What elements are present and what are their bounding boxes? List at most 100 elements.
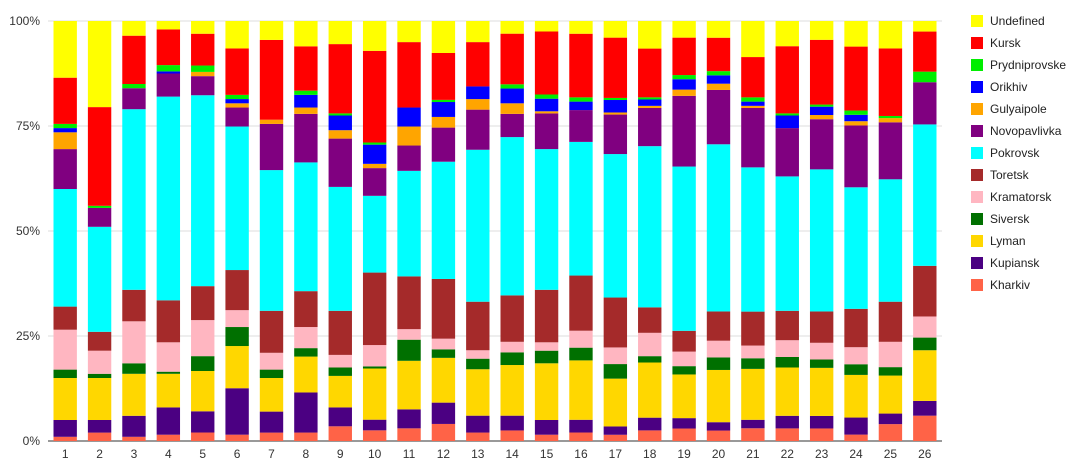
bar-orikhiv-17	[603, 100, 628, 113]
bar-undefined-7	[259, 21, 284, 40]
bar-pokrovsk-10	[362, 195, 387, 273]
legend-item-undefined: Undefined	[971, 14, 1045, 28]
bar-prydniprovske-26	[913, 71, 937, 83]
bar-kupiansk-3	[122, 415, 146, 437]
x-tick-label: 18	[643, 447, 657, 461]
bar-gulyaipole-23	[809, 115, 834, 120]
legend-swatch	[971, 147, 983, 159]
bar-undefined-13	[466, 21, 490, 43]
bar-pokrovsk-21	[741, 167, 765, 312]
bar-pokrovsk-6	[225, 126, 249, 271]
bar-prydniprovske-19	[672, 75, 696, 80]
bar-prydniprovske-2	[87, 205, 112, 208]
bar-kramatorsk-14	[500, 341, 524, 353]
x-tick-label: 14	[506, 447, 520, 461]
bar-kursk-7	[259, 39, 284, 120]
bar-toretsk-1	[53, 306, 77, 330]
bar-prydniprovske-9	[328, 113, 352, 116]
bar-novopavlivka-10	[362, 168, 387, 196]
legend-swatch	[971, 257, 983, 269]
bar-kursk-21	[741, 57, 765, 98]
bar-pokrovsk-8	[294, 162, 318, 292]
bar-kursk-4	[156, 29, 181, 66]
bar-stack-1	[53, 21, 77, 441]
bar-kramatorsk-19	[672, 351, 696, 367]
x-tick-label: 6	[234, 447, 241, 461]
bar-novopavlivka-25	[878, 122, 903, 180]
bar-toretsk-17	[603, 297, 628, 348]
bar-novopavlivka-13	[466, 109, 490, 150]
bar-siversk-15	[534, 350, 559, 364]
bar-pokrovsk-25	[878, 179, 903, 302]
bar-prydniprovske-15	[534, 94, 559, 99]
x-tick-label: 20	[712, 447, 726, 461]
bar-stack-21	[741, 21, 765, 441]
bar-kharkiv-7	[259, 432, 284, 441]
bar-toretsk-7	[259, 310, 284, 353]
bar-gulyaipole-14	[500, 103, 524, 114]
bar-undefined-24	[844, 21, 868, 47]
bar-kharkiv-21	[741, 428, 765, 441]
bar-kupiansk-13	[466, 415, 490, 433]
bar-kharkiv-1	[53, 436, 77, 441]
bar-prydniprovske-1	[53, 123, 77, 129]
y-tick-label: 25%	[16, 329, 40, 343]
legend-label: Gulyaipole	[990, 102, 1047, 116]
bar-orikhiv-9	[328, 115, 352, 131]
bar-kramatorsk-18	[638, 332, 662, 357]
y-axis-ticks: 0% 25% 50% 75% 100%	[9, 14, 40, 448]
bar-kupiansk-18	[638, 417, 662, 431]
bar-kramatorsk-24	[844, 347, 868, 365]
legend-swatch	[971, 81, 983, 93]
bar-orikhiv-16	[569, 101, 593, 111]
legend-label: Toretsk	[990, 168, 1030, 182]
bar-undefined-6	[225, 21, 249, 49]
bar-kharkiv-24	[844, 434, 868, 441]
bar-siversk-6	[225, 327, 249, 347]
bar-toretsk-21	[741, 311, 765, 346]
bar-kupiansk-21	[741, 419, 765, 429]
bar-orikhiv-6	[225, 99, 249, 104]
bar-siversk-1	[53, 369, 77, 378]
bar-kharkiv-13	[466, 432, 490, 441]
bar-stack-15	[534, 21, 559, 441]
bar-kupiansk-5	[191, 411, 215, 433]
x-tick-label: 26	[918, 447, 932, 461]
bar-prydniprovske-22	[775, 113, 799, 116]
legend-item-pokrovsk: Pokrovsk	[971, 146, 1040, 160]
legend: Undefined Kursk Prydniprovske Orikhiv Gulyai…	[971, 14, 1066, 292]
bar-undefined-5	[191, 21, 215, 34]
bar-toretsk-20	[706, 311, 731, 341]
x-tick-label: 2	[96, 447, 103, 461]
bar-novopavlivka-18	[638, 107, 662, 147]
bar-gulyaipole-1	[53, 132, 77, 150]
bar-toretsk-14	[500, 295, 524, 342]
bar-kupiansk-15	[534, 420, 559, 435]
bar-toretsk-16	[569, 275, 593, 331]
gridlines	[48, 20, 942, 442]
bar-undefined-8	[294, 21, 318, 47]
bar-lyman-4	[156, 373, 181, 408]
bar-gulyaipole-25	[878, 118, 903, 123]
bar-pokrovsk-14	[500, 137, 524, 296]
x-tick-label: 11	[403, 447, 416, 461]
bar-orikhiv-14	[500, 88, 524, 104]
bar-kursk-22	[775, 46, 799, 114]
bar-kursk-14	[500, 33, 524, 85]
legend-label: Kursk	[990, 36, 1022, 50]
bar-stack-24	[844, 21, 868, 441]
bar-kharkiv-9	[328, 426, 352, 441]
bar-siversk-22	[775, 357, 799, 368]
legend-swatch	[971, 279, 983, 291]
bar-novopavlivka-11	[397, 145, 421, 171]
bar-orikhiv-21	[741, 101, 765, 106]
bar-siversk-19	[672, 366, 696, 375]
bar-kramatorsk-13	[466, 350, 490, 359]
bar-undefined-26	[913, 21, 937, 32]
bar-undefined-9	[328, 21, 352, 45]
bar-kramatorsk-12	[431, 338, 456, 350]
bar-undefined-17	[603, 21, 628, 38]
bar-undefined-10	[362, 21, 387, 51]
bar-prydniprovske-20	[706, 71, 731, 76]
bar-stack-25	[878, 21, 903, 441]
